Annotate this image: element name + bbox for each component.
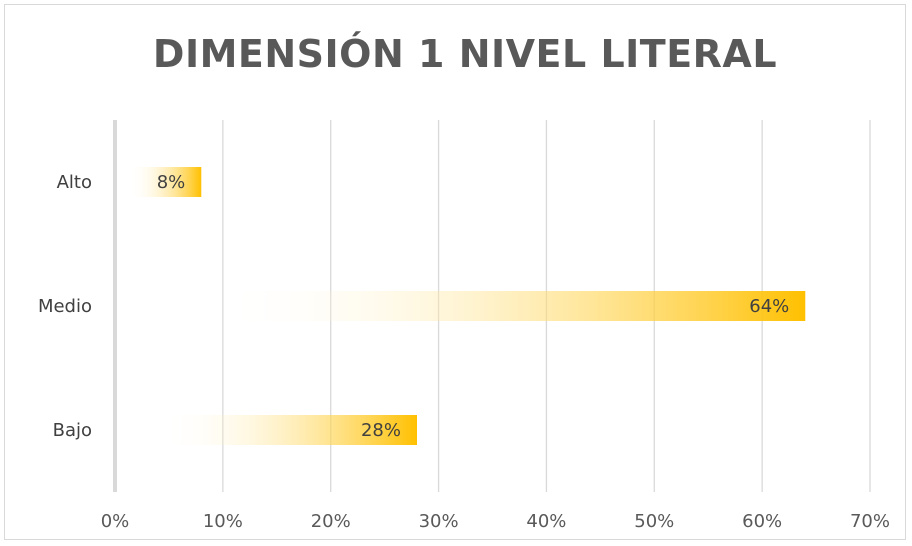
bar-medio [117,291,806,321]
data-label: 64% [749,296,789,317]
x-tick-label: 70% [850,511,890,532]
category-label: Bajo [53,420,92,441]
x-tick-label: 40% [526,511,566,532]
chart-title: DIMENSIÓN 1 NIVEL LITERAL [152,32,778,76]
bar-bajo [117,415,417,445]
bar-layer [117,167,806,445]
category-label: Alto [57,172,92,193]
x-tick-label: 20% [311,511,351,532]
x-tick-label: 50% [634,511,674,532]
category-label: Medio [38,296,92,317]
data-label: 8% [157,172,186,193]
chart-frame [4,4,906,540]
bar-alto [117,167,202,197]
x-tick-label: 10% [203,511,243,532]
data-label: 28% [361,420,401,441]
x-tick-label: 60% [742,511,782,532]
x-tick-label: 0% [101,511,130,532]
x-tick-label: 30% [419,511,459,532]
label-layer: 0% 10% 20% 30% 40% 50% 60% 70% Alto 8% Medio 64% Baj… [38,172,890,532]
